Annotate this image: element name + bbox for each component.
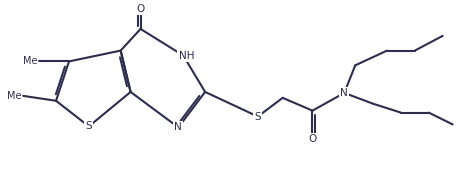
Text: N: N (340, 88, 348, 98)
Text: O: O (136, 4, 145, 14)
Text: Me: Me (7, 91, 21, 101)
Text: S: S (255, 112, 261, 122)
Text: O: O (308, 134, 317, 144)
Text: S: S (85, 121, 92, 131)
Text: NH: NH (179, 51, 194, 61)
Text: N: N (175, 122, 182, 132)
Text: Me: Me (23, 56, 37, 66)
